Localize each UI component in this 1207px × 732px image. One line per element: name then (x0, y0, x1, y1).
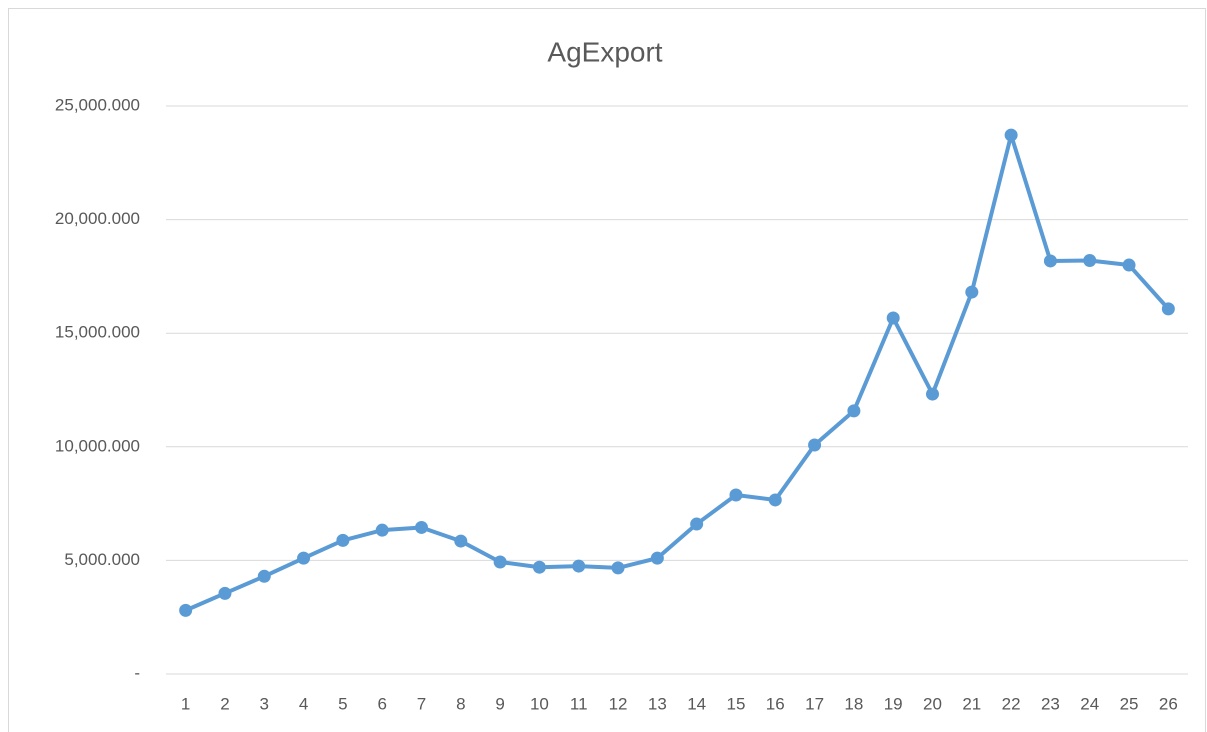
data-point (1162, 302, 1175, 315)
x-tick-label: 25 (1120, 694, 1139, 713)
data-point (847, 404, 860, 417)
x-tick-label: 12 (609, 694, 628, 713)
x-tick-label: 13 (648, 694, 667, 713)
x-tick-label: 21 (962, 694, 981, 713)
data-point (651, 552, 664, 565)
x-tick-label: 22 (1002, 694, 1021, 713)
x-tick-label: 4 (299, 694, 308, 713)
x-tick-label: 24 (1080, 694, 1099, 713)
x-tick-label: 18 (844, 694, 863, 713)
data-point (494, 555, 507, 568)
x-tick-label: 14 (687, 694, 706, 713)
data-point (258, 570, 271, 583)
data-point (729, 488, 742, 501)
data-point (376, 524, 389, 537)
chart-border (9, 9, 1206, 732)
x-tick-label: 17 (805, 694, 824, 713)
x-tick-label: 19 (884, 694, 903, 713)
x-tick-label: 16 (766, 694, 785, 713)
data-point (887, 311, 900, 324)
page: {"chart_data": {"type": "line", "title":… (0, 0, 1207, 732)
data-point (612, 561, 625, 574)
data-point (336, 534, 349, 547)
data-point (533, 561, 546, 574)
data-point (808, 438, 821, 451)
y-tick-label: 10,000.000 (55, 436, 140, 455)
data-point (218, 587, 231, 600)
x-tick-label: 10 (530, 694, 549, 713)
data-point (415, 521, 428, 534)
x-tick-label: 15 (727, 694, 746, 713)
x-tick-label: 26 (1159, 694, 1178, 713)
y-tick-label: 20,000.000 (55, 209, 140, 228)
data-point (572, 560, 585, 573)
x-tick-label: 7 (417, 694, 426, 713)
x-tick-label: 6 (377, 694, 386, 713)
data-point (179, 604, 192, 617)
x-tick-label: 11 (570, 694, 588, 713)
y-tick-label: 15,000.000 (55, 323, 140, 342)
data-point (454, 535, 467, 548)
data-point (965, 286, 978, 299)
data-point (690, 518, 703, 531)
data-point (297, 552, 310, 565)
data-point (1044, 254, 1057, 267)
x-tick-label: 23 (1041, 694, 1060, 713)
data-point (926, 388, 939, 401)
y-tick-label: 25,000.000 (55, 95, 140, 114)
data-point (1083, 254, 1096, 267)
y-tick-label: - (134, 663, 140, 682)
x-tick-label: 9 (495, 694, 504, 713)
data-point (1005, 129, 1018, 142)
data-point (769, 493, 782, 506)
y-tick-label: 5,000.000 (64, 550, 140, 569)
chart: AgExport - 5,000.000 10,000.000 15,000.000 2… (0, 0, 1207, 732)
data-point (1123, 259, 1136, 272)
x-tick-label: 1 (181, 694, 190, 713)
x-tick-label: 3 (260, 694, 269, 713)
chart-title: AgExport (547, 36, 662, 67)
x-tick-label: 5 (338, 694, 347, 713)
x-tick-label: 8 (456, 694, 465, 713)
x-tick-label: 2 (220, 694, 229, 713)
x-tick-label: 20 (923, 694, 942, 713)
